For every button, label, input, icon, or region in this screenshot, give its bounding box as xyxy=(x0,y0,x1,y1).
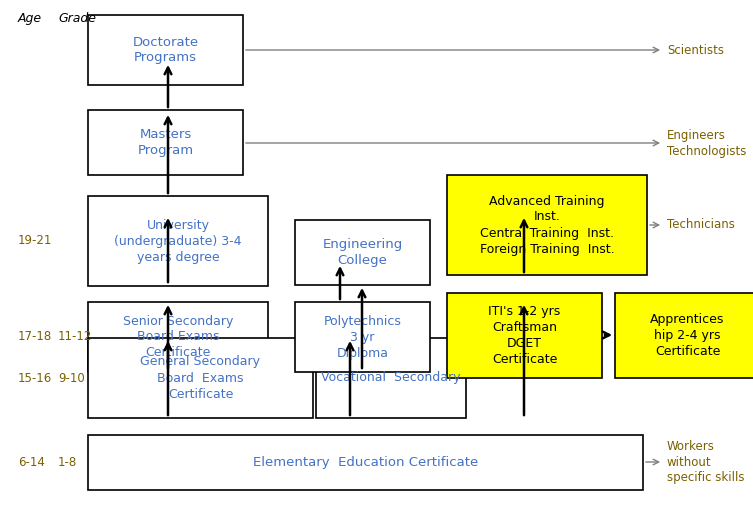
Text: 19-21: 19-21 xyxy=(18,234,53,247)
Text: Engineering
College: Engineering College xyxy=(322,238,403,267)
Text: Apprentices
hip 2-4 yrs
Certificate: Apprentices hip 2-4 yrs Certificate xyxy=(651,313,724,358)
Bar xyxy=(295,220,430,285)
Bar xyxy=(447,175,647,275)
Text: Doctorate
Programs: Doctorate Programs xyxy=(133,35,199,65)
Text: 11-12: 11-12 xyxy=(58,330,93,343)
Bar xyxy=(295,302,430,372)
Text: 15-16: 15-16 xyxy=(18,371,52,384)
Text: Scientists: Scientists xyxy=(667,43,724,56)
Text: Elementary  Education Certificate: Elementary Education Certificate xyxy=(253,456,478,469)
Text: Vocational  Secondary: Vocational Secondary xyxy=(322,371,461,384)
Bar xyxy=(88,110,243,175)
Text: Senior Secondary
Board Exams
Certificate: Senior Secondary Board Exams Certificate xyxy=(123,315,233,359)
Bar xyxy=(88,302,268,372)
Text: Age: Age xyxy=(18,12,42,25)
Bar xyxy=(447,293,602,378)
Text: Grade: Grade xyxy=(58,12,96,25)
Bar xyxy=(88,15,243,85)
Bar xyxy=(615,293,753,378)
Text: Polytechnics
3 yr
Diploma: Polytechnics 3 yr Diploma xyxy=(324,315,401,359)
Text: Masters
Program: Masters Program xyxy=(138,128,194,157)
Text: Technicians: Technicians xyxy=(667,218,735,231)
Text: 17-18: 17-18 xyxy=(18,330,52,343)
Text: 9-10: 9-10 xyxy=(58,371,85,384)
Text: 1-8: 1-8 xyxy=(58,455,78,468)
Bar xyxy=(88,435,643,490)
Text: Engineers
Technologists: Engineers Technologists xyxy=(667,129,746,157)
Text: ITI's 1-2 yrs
Craftsman
DGET
Certificate: ITI's 1-2 yrs Craftsman DGET Certificate xyxy=(489,305,561,366)
Text: Advanced Training
Inst.
Central Training  Inst.
Foreign Training  Inst.: Advanced Training Inst. Central Training… xyxy=(480,194,614,255)
Text: General Secondary
Board  Exams
Certificate: General Secondary Board Exams Certificat… xyxy=(141,355,261,401)
Bar xyxy=(88,196,268,286)
Bar xyxy=(88,338,313,418)
Text: 6-14: 6-14 xyxy=(18,455,45,468)
Text: Workers
without
specific skills: Workers without specific skills xyxy=(667,440,745,485)
Bar xyxy=(316,338,466,418)
Text: University
(undergraduate) 3-4
years degree: University (undergraduate) 3-4 years deg… xyxy=(114,218,242,264)
